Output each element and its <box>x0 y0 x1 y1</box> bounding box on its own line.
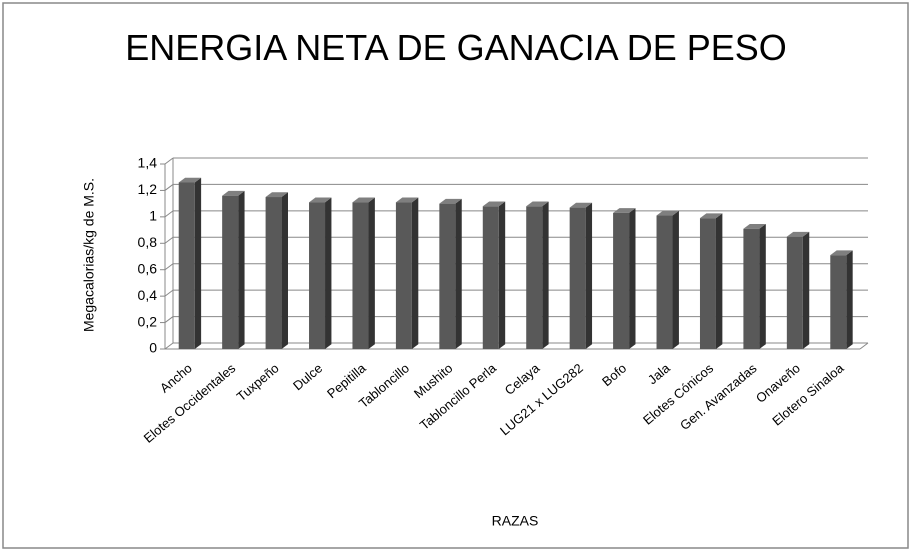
bar <box>265 197 282 349</box>
grid-line-side <box>164 210 174 218</box>
bar-side <box>542 201 549 349</box>
y-tick-label: 0,2 <box>138 313 158 329</box>
bar-side <box>368 197 375 349</box>
grid-line-side <box>164 263 174 271</box>
bar-top <box>482 201 506 207</box>
chart-title: ENERGIA NETA DE GANACIA DE PESO <box>125 27 787 68</box>
bar <box>395 202 412 349</box>
bar-side <box>672 210 679 349</box>
bar-side <box>759 223 766 349</box>
bar-side <box>715 213 723 349</box>
bar-top <box>743 223 766 229</box>
bar-side <box>585 202 593 349</box>
bar <box>526 206 543 349</box>
y-tick-label: 0,4 <box>138 287 158 303</box>
grid-line-side <box>164 316 174 323</box>
bar-side <box>802 231 810 349</box>
bar <box>222 195 239 349</box>
bar <box>569 207 586 349</box>
grid-line-side <box>164 342 174 350</box>
bar-top <box>395 197 419 203</box>
bar-side <box>846 250 853 349</box>
y-tick-label: 1,4 <box>138 155 158 171</box>
bar-top <box>569 202 593 208</box>
y-tick-label: 0,8 <box>138 234 158 250</box>
grid-line-side <box>164 236 174 244</box>
bar-top <box>352 197 375 203</box>
bar-top <box>309 197 332 203</box>
bar <box>439 203 456 349</box>
bar-side <box>455 198 462 349</box>
y-tick-label: 1 <box>149 208 157 224</box>
bar-top <box>786 231 810 237</box>
bar-top <box>613 208 636 213</box>
bar <box>482 206 499 349</box>
bar <box>178 182 195 349</box>
bar-top <box>830 250 853 256</box>
bar-top <box>656 210 679 216</box>
bar-side <box>629 208 636 349</box>
bar-top <box>222 190 245 196</box>
bar-side <box>325 197 332 349</box>
bar-top <box>439 198 462 204</box>
bar <box>613 212 630 349</box>
bar <box>830 255 847 349</box>
bar-side <box>281 192 288 349</box>
bar <box>352 202 369 349</box>
floor-right <box>859 342 869 350</box>
y-tick-label: 1,2 <box>138 181 158 197</box>
y-axis-label: Megacalorias/kg de M.S. <box>81 178 97 332</box>
bar <box>786 236 803 349</box>
x-axis-label: RAZAS <box>492 513 539 529</box>
grid-line-side <box>164 157 174 165</box>
bar-top <box>526 201 549 207</box>
bar-side <box>411 197 419 349</box>
bar-top <box>178 177 202 183</box>
bar-top <box>699 213 723 219</box>
grid-line-side <box>164 289 174 297</box>
bar-side <box>238 190 245 349</box>
bar-side <box>498 201 506 349</box>
bar-top <box>265 192 288 198</box>
bar-side <box>194 177 202 349</box>
y-tick-label: 0 <box>149 340 157 356</box>
bar <box>656 215 673 349</box>
bar <box>743 228 760 349</box>
grid-line-side <box>164 184 174 191</box>
bar <box>699 218 716 349</box>
y-tick-label: 0,6 <box>138 260 158 276</box>
bar <box>309 202 326 349</box>
